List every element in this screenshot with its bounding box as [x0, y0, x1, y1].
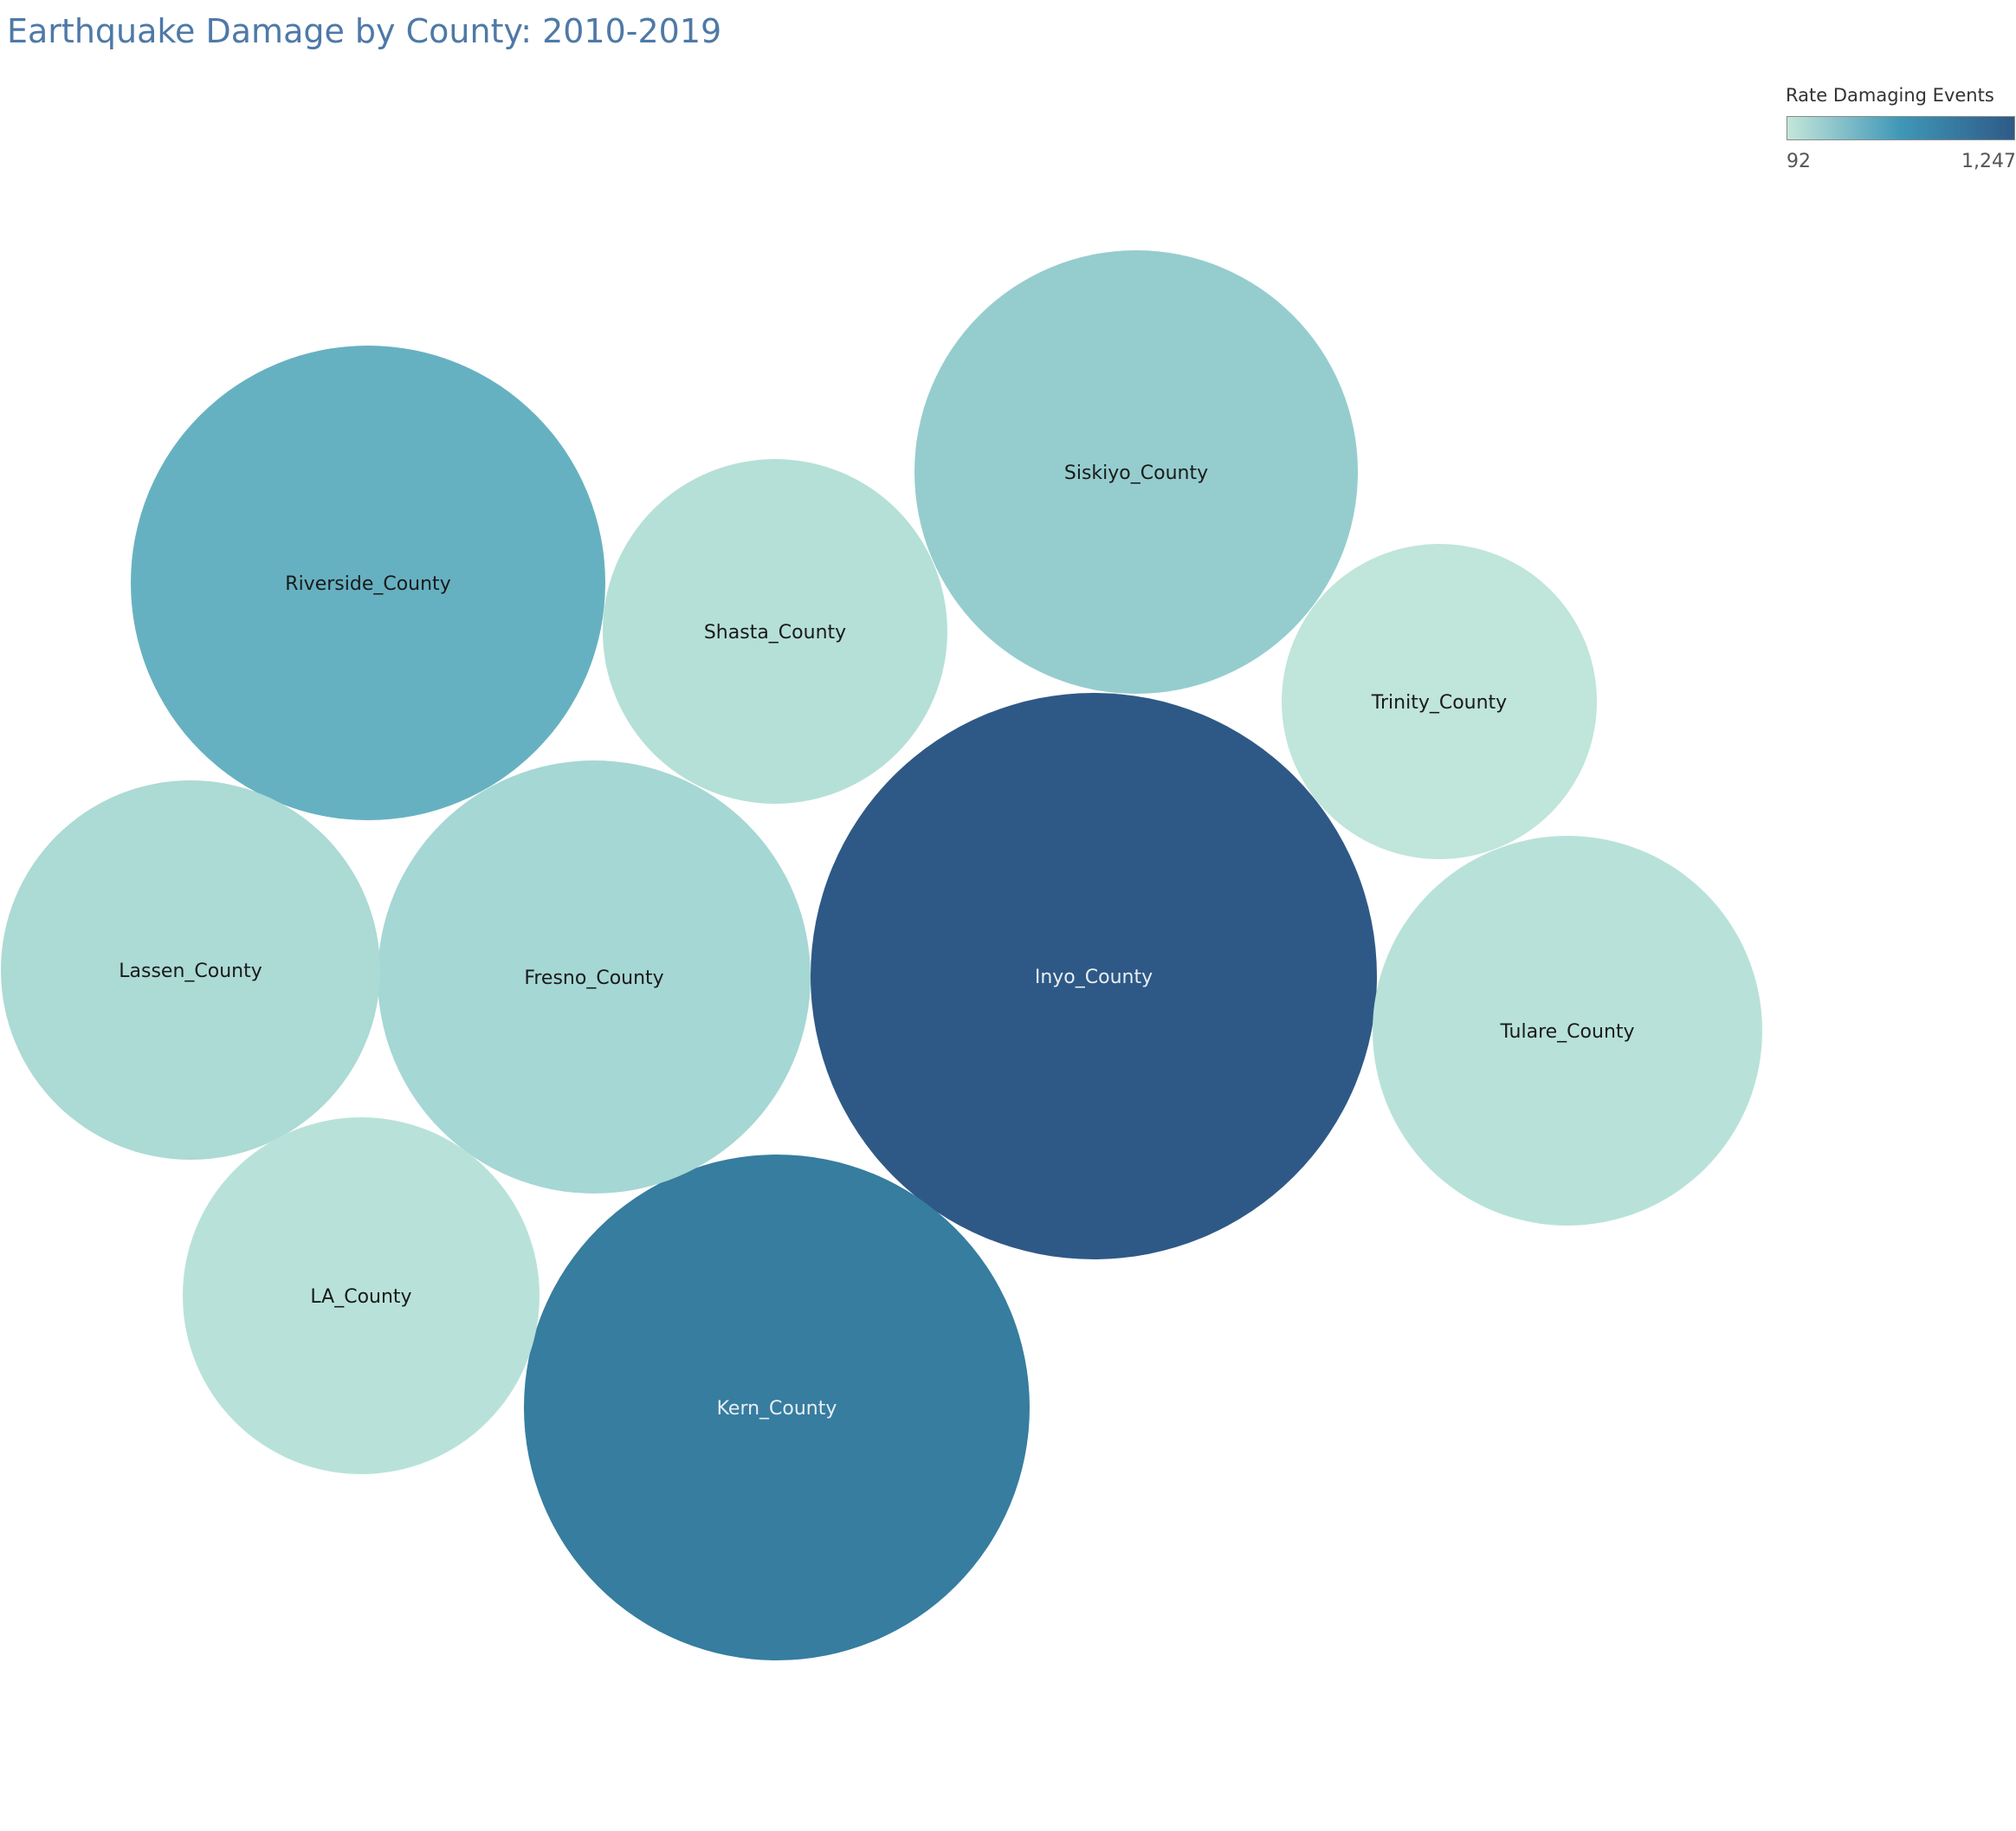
legend-max-label: 1,247	[1961, 151, 2016, 172]
bubble-trinity-county[interactable]	[1282, 544, 1597, 859]
bubble-label-inyo-county: Inyo_County	[1035, 967, 1153, 988]
bubble-riverside-county[interactable]	[131, 346, 605, 820]
bubble-kern-county[interactable]	[524, 1155, 1030, 1660]
bubble-label-fresno-county: Fresno_County	[524, 967, 663, 989]
bubble-siskiyo-county[interactable]	[914, 250, 1358, 694]
bubble-lassen-county[interactable]	[1, 780, 380, 1160]
bubble-label-siskiyo-county: Siskiyo_County	[1064, 463, 1208, 484]
bubble-label-kern-county: Kern_County	[717, 1398, 837, 1420]
chart-title: Earthquake Damage by County: 2010-2019	[7, 12, 722, 50]
legend-min-label: 92	[1787, 151, 1811, 172]
bubble-label-lassen-county: Lassen_County	[119, 961, 262, 982]
bubble-shasta-county[interactable]	[603, 459, 947, 804]
bubble-label-trinity-county: Trinity_County	[1371, 692, 1507, 714]
bubble-label-riverside-county: Riverside_County	[285, 573, 450, 595]
bubble-fresno-county[interactable]	[378, 760, 811, 1194]
bubble-inyo-county[interactable]	[811, 693, 1377, 1259]
color-legend: Rate Damaging Events 92 1,247	[1784, 85, 2016, 172]
legend-color-ramp	[1787, 116, 2015, 140]
bubble-label-tulare-county: Tulare_County	[1499, 1021, 1634, 1043]
legend-title: Rate Damaging Events	[1786, 85, 1994, 106]
bubble-label-shasta-county: Shasta_County	[704, 622, 846, 644]
bubble-la-county[interactable]	[183, 1117, 540, 1474]
bubble-label-la-county: LA_County	[310, 1286, 411, 1308]
bubble-tulare-county[interactable]	[1373, 836, 1762, 1226]
